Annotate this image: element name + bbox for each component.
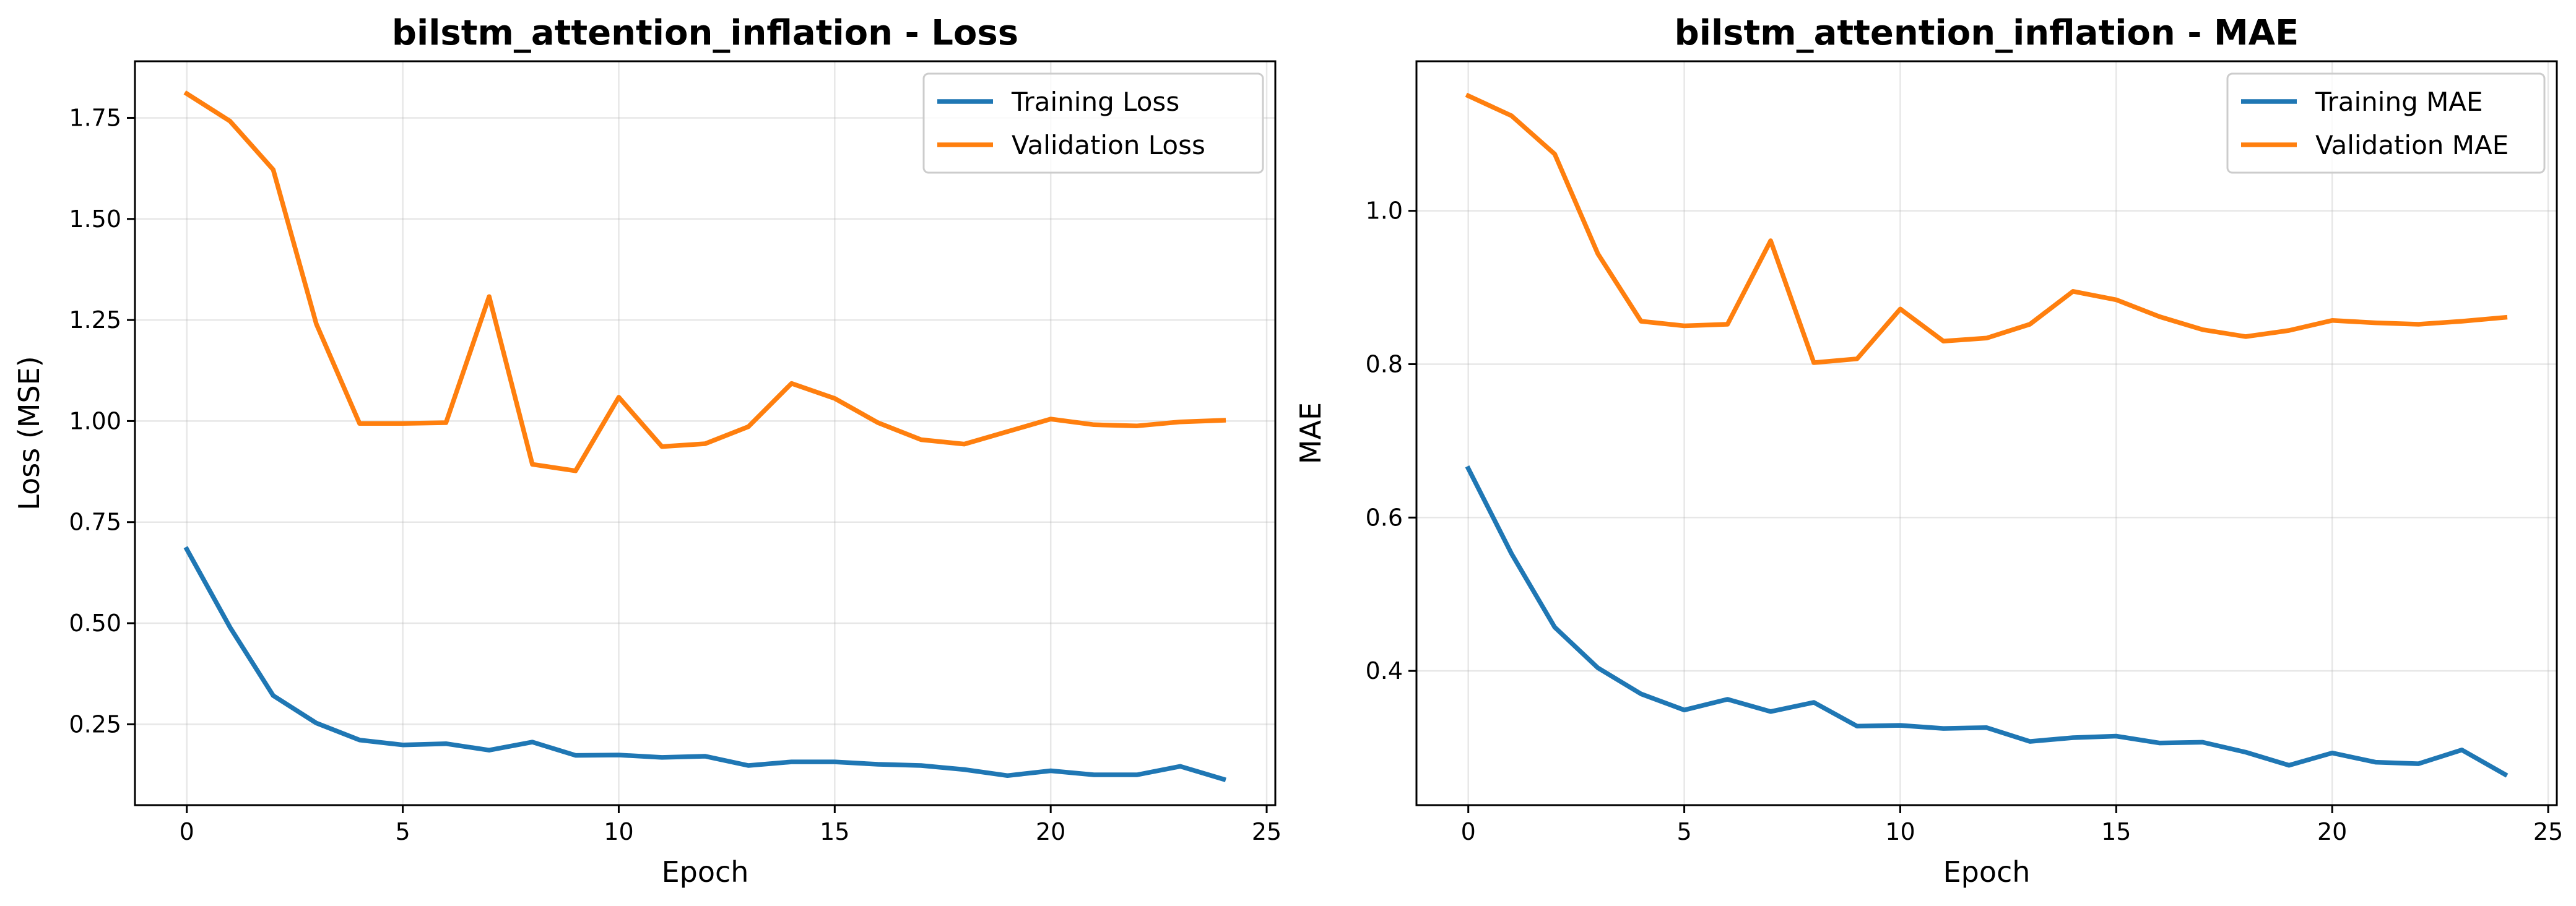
x-tick-label: 5 (1676, 818, 1691, 845)
x-tick-label: 15 (820, 818, 849, 845)
x-tick-label: 20 (1036, 818, 1065, 845)
x-axis-label: Epoch (662, 855, 749, 889)
y-axis-label: Loss (MSE) (12, 356, 46, 510)
y-tick-label: 1.75 (69, 104, 121, 131)
x-tick-label: 5 (395, 818, 410, 845)
chart-title: bilstm_attention_inflation - Loss (392, 13, 1018, 53)
y-tick-label: 0.4 (1366, 657, 1403, 684)
x-tick-label: 0 (1461, 818, 1476, 845)
loss-chart-panel: 0 5 10 15 20 25 0.25 0.50 0.75 1.00 1.25 1.50 1.75 bi… (12, 13, 1281, 889)
x-tick-label: 25 (1252, 818, 1281, 845)
y-tick-label: 1.00 (69, 407, 121, 434)
legend-box (2226, 72, 2546, 174)
x-tick-label: 0 (180, 818, 194, 845)
x-tick-label: 10 (1885, 818, 1915, 845)
y-tick-label: 1.25 (69, 306, 121, 334)
x-axis-label: Epoch (1943, 855, 2031, 889)
validation-loss-line (183, 90, 1226, 473)
y-axis-label: MAE (1294, 402, 1327, 464)
legend-entry-label: Training MAE (2315, 87, 2483, 117)
mae-chart-panel: 0 5 10 15 20 25 0.4 0.6 0.8 1.0 bilstm_attention_i… (1294, 13, 2563, 889)
legend-box (922, 72, 1264, 174)
x-tick-label: 25 (2533, 818, 2563, 845)
validation-mae-line (1465, 92, 2508, 365)
y-tick-label: 0.50 (69, 610, 121, 637)
y-tick-label: 0.75 (69, 509, 121, 536)
legend: Training MAE Validation MAE (2226, 72, 2546, 174)
x-tick-label: 10 (604, 818, 633, 845)
y-tick-label: 0.6 (1366, 504, 1403, 531)
y-tick-label: 1.50 (69, 205, 121, 233)
y-tick-label: 1.0 (1366, 197, 1403, 225)
y-tick-label: 0.25 (69, 710, 121, 738)
y-tick-label: 0.8 (1366, 350, 1403, 378)
training-loss-line (183, 546, 1226, 782)
legend-entry-label: Validation Loss (1012, 130, 1205, 160)
chart-title: bilstm_attention_inflation - MAE (1675, 13, 2299, 53)
training-mae-line (1465, 465, 2509, 778)
legend-entry-label: Training Loss (1011, 87, 1179, 117)
legend-entry-label: Validation MAE (2315, 130, 2509, 160)
legend: Training Loss Validation Loss (922, 72, 1264, 174)
x-tick-label: 20 (2317, 818, 2347, 845)
axes-frame (134, 60, 1277, 806)
axes-frame (1415, 60, 2558, 806)
x-tick-label: 15 (2101, 818, 2131, 845)
